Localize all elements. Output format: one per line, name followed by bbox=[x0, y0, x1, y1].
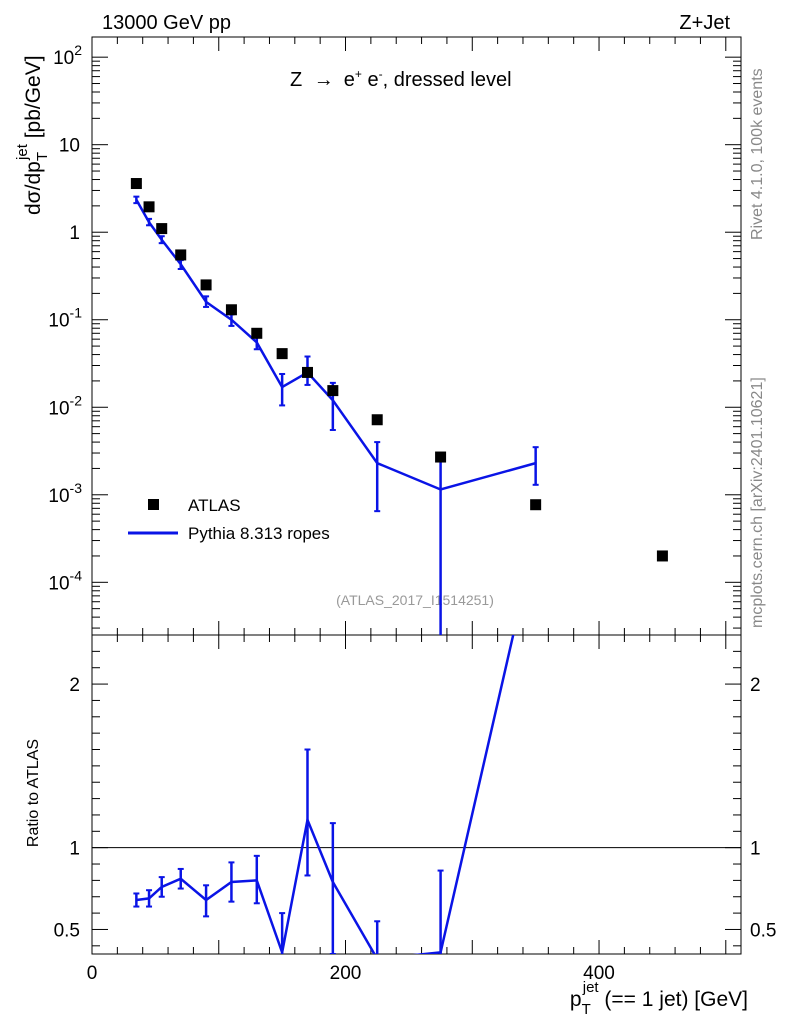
y-tick-label: 102 bbox=[53, 42, 82, 69]
atlas-data-point bbox=[530, 499, 542, 511]
main-plot-frame bbox=[91, 36, 742, 636]
header-process-label: Z+Jet bbox=[679, 12, 730, 34]
y-tick-label: 10-2 bbox=[48, 392, 82, 419]
y-tick-label: 2 bbox=[69, 675, 80, 696]
y-tick-label: 10-4 bbox=[48, 567, 82, 594]
atlas-data-point bbox=[225, 304, 237, 316]
ratio-series bbox=[133, 635, 515, 954]
atlas-data-point bbox=[327, 385, 339, 397]
pythia-line bbox=[135, 199, 536, 491]
y-tick-label: 10 bbox=[59, 136, 80, 157]
ratio-axes: 0 200 400 0.5 0.5 1 1 2 2 bbox=[54, 635, 776, 984]
atlas-data-point bbox=[175, 249, 187, 261]
atlas-data-point bbox=[301, 366, 313, 378]
x-axis-label: pTjet (== 1 jet) [GeV] bbox=[570, 979, 748, 1018]
rivet-version-label: Rivet 4.1.0, 100k events bbox=[749, 68, 766, 240]
atlas-data-point bbox=[435, 451, 447, 463]
atlas-data-point bbox=[656, 550, 668, 562]
main-y-axis-label: dσ/dpTjet [pb/GeV] bbox=[14, 55, 51, 215]
atlas-data-point bbox=[251, 327, 263, 339]
main-axes: 102 10 1 10-1 10-2 10-3 10-4 bbox=[48, 37, 741, 635]
atlas-data-point bbox=[276, 348, 288, 360]
x-tick-label: 400 bbox=[583, 963, 615, 984]
legend-atlas-label: ATLAS bbox=[188, 496, 241, 515]
legend-atlas-marker bbox=[148, 499, 159, 510]
ratio-y-axis-label: Ratio to ATLAS bbox=[25, 739, 42, 847]
header-energy-label: 13000 GeV pp bbox=[102, 12, 231, 34]
atlas-data-point bbox=[371, 414, 383, 426]
atlas-data-point bbox=[200, 279, 212, 291]
y-tick-label: 1 bbox=[69, 839, 80, 860]
y-tick-label: 1 bbox=[69, 223, 80, 244]
y-tick-label-right: 2 bbox=[750, 675, 761, 696]
y-tick-label: 0.5 bbox=[54, 920, 80, 941]
main-series bbox=[130, 178, 668, 635]
ratio-plot-frame bbox=[91, 634, 742, 955]
y-tick-label: 10-3 bbox=[48, 480, 82, 507]
atlas-data-point bbox=[143, 201, 155, 213]
atlas-data-point bbox=[156, 223, 168, 235]
y-tick-label-right: 0.5 bbox=[750, 920, 776, 941]
x-tick-label: 0 bbox=[87, 963, 98, 984]
y-tick-label: 10-1 bbox=[48, 305, 82, 332]
atlas-data-point bbox=[130, 178, 142, 190]
y-tick-label-right: 1 bbox=[750, 839, 761, 860]
mcplots-label: mcplots.cern.ch [arXiv:2401.10621] bbox=[749, 377, 766, 628]
analysis-watermark: (ATLAS_2017_I1514251) bbox=[336, 592, 494, 608]
legend-pythia-label: Pythia 8.313 ropes bbox=[188, 524, 330, 543]
x-tick-label: 200 bbox=[330, 963, 362, 984]
main-plot-title: Z → e+ e-, dressed level bbox=[290, 67, 512, 91]
